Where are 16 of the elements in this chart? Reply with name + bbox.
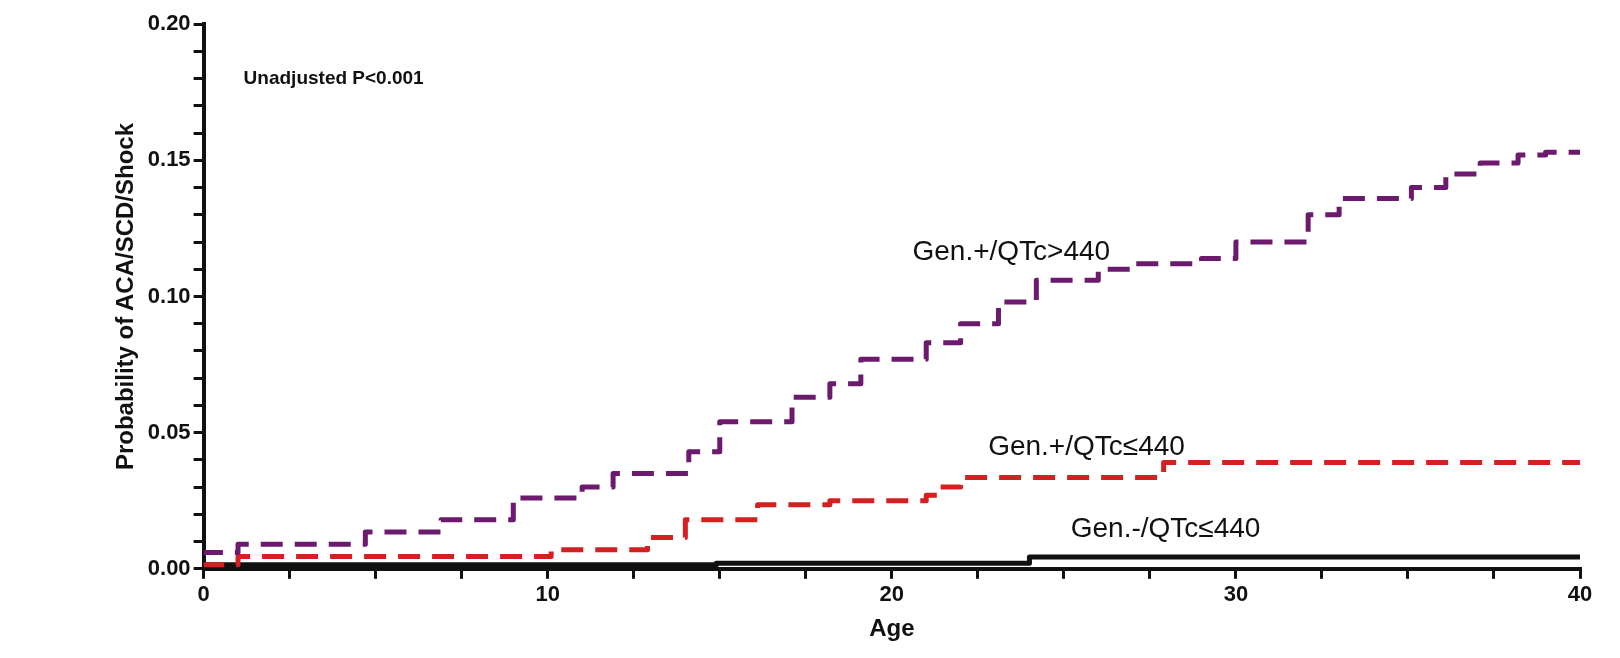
- x-tick-label: 10: [535, 581, 560, 607]
- series-label: Gen.-/QTc≤440: [1070, 512, 1261, 544]
- y-axis-title: Probability of ACA/SCD/Shock: [111, 122, 139, 471]
- annotation: Unadjusted P<0.001: [243, 67, 425, 89]
- x-tick-label: 40: [1567, 581, 1593, 607]
- y-tick-label: 0.10: [147, 282, 191, 308]
- x-tick-label: 20: [879, 581, 905, 607]
- y-tick-label: 0.00: [147, 554, 191, 580]
- x-tick-label: 30: [1223, 581, 1249, 607]
- series-label: Gen.+/QTc≤440: [988, 430, 1185, 462]
- y-tick-label: 0.20: [147, 10, 191, 36]
- y-tick-label: 0.15: [147, 146, 191, 172]
- series-label: Gen.+/QTc>440: [912, 234, 1111, 266]
- x-axis-title: Age: [869, 614, 915, 642]
- x-tick-label: 0: [197, 581, 210, 607]
- y-tick-label: 0.05: [147, 418, 191, 444]
